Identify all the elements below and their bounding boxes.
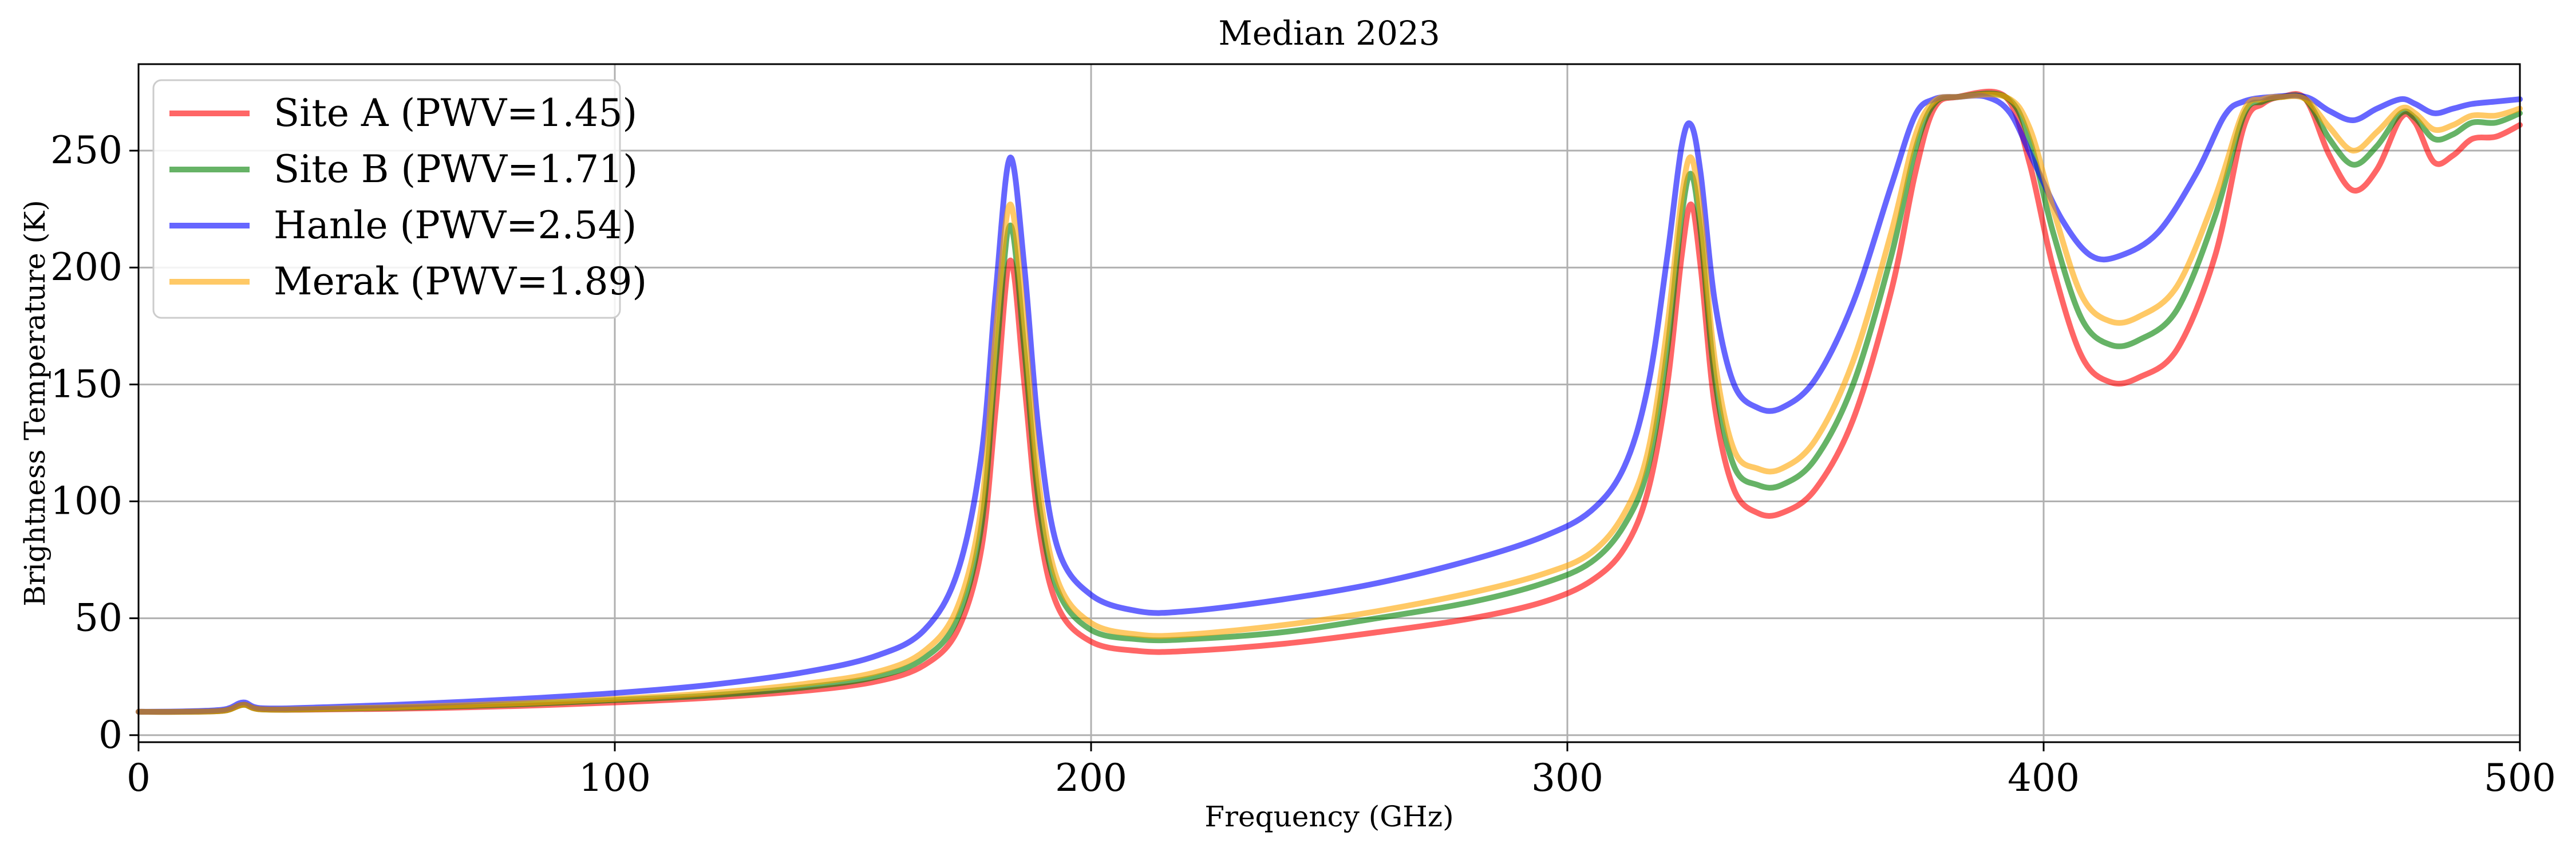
x-tick-label: 200 bbox=[1055, 756, 1127, 800]
chart-title: Median 2023 bbox=[1218, 14, 1440, 53]
x-tick-label: 100 bbox=[579, 756, 651, 800]
legend-label-2: Site B (PWV=1.71) bbox=[274, 147, 638, 191]
series-line-1 bbox=[136, 88, 2523, 715]
legend: Site A (PWV=1.45) Site B (PWV=1.71) Hanle … bbox=[152, 79, 647, 319]
y-axis-label: Brightness Temperature (K) bbox=[18, 200, 52, 606]
y-tick-label: 250 bbox=[50, 128, 123, 172]
legend-label-1: Site A (PWV=1.45) bbox=[274, 91, 637, 135]
legend-label-4: Merak (PWV=1.89) bbox=[274, 259, 647, 304]
series-lines bbox=[136, 88, 2523, 715]
axis-ticks: 0 100 200 300 400 500 0 50 100 150 200 250 bbox=[50, 128, 2556, 800]
legend-box bbox=[152, 79, 621, 319]
x-tick-label: 0 bbox=[127, 756, 151, 800]
x-tick-label: 300 bbox=[1531, 756, 1603, 800]
axes-frame bbox=[137, 63, 2521, 743]
x-axis-label: Frequency (GHz) bbox=[1204, 800, 1453, 833]
x-tick-label: 400 bbox=[2008, 756, 2080, 800]
y-tick-label: 150 bbox=[50, 362, 123, 406]
series-line-3 bbox=[136, 92, 2523, 715]
x-tick-label: 500 bbox=[2484, 756, 2556, 800]
y-tick-label: 50 bbox=[74, 596, 123, 640]
y-tick-label: 0 bbox=[98, 713, 123, 757]
y-tick-label: 100 bbox=[50, 479, 123, 523]
series-line-4 bbox=[136, 91, 2523, 715]
y-tick-label: 200 bbox=[50, 245, 123, 289]
legend-label-3: Hanle (PWV=2.54) bbox=[274, 203, 637, 247]
